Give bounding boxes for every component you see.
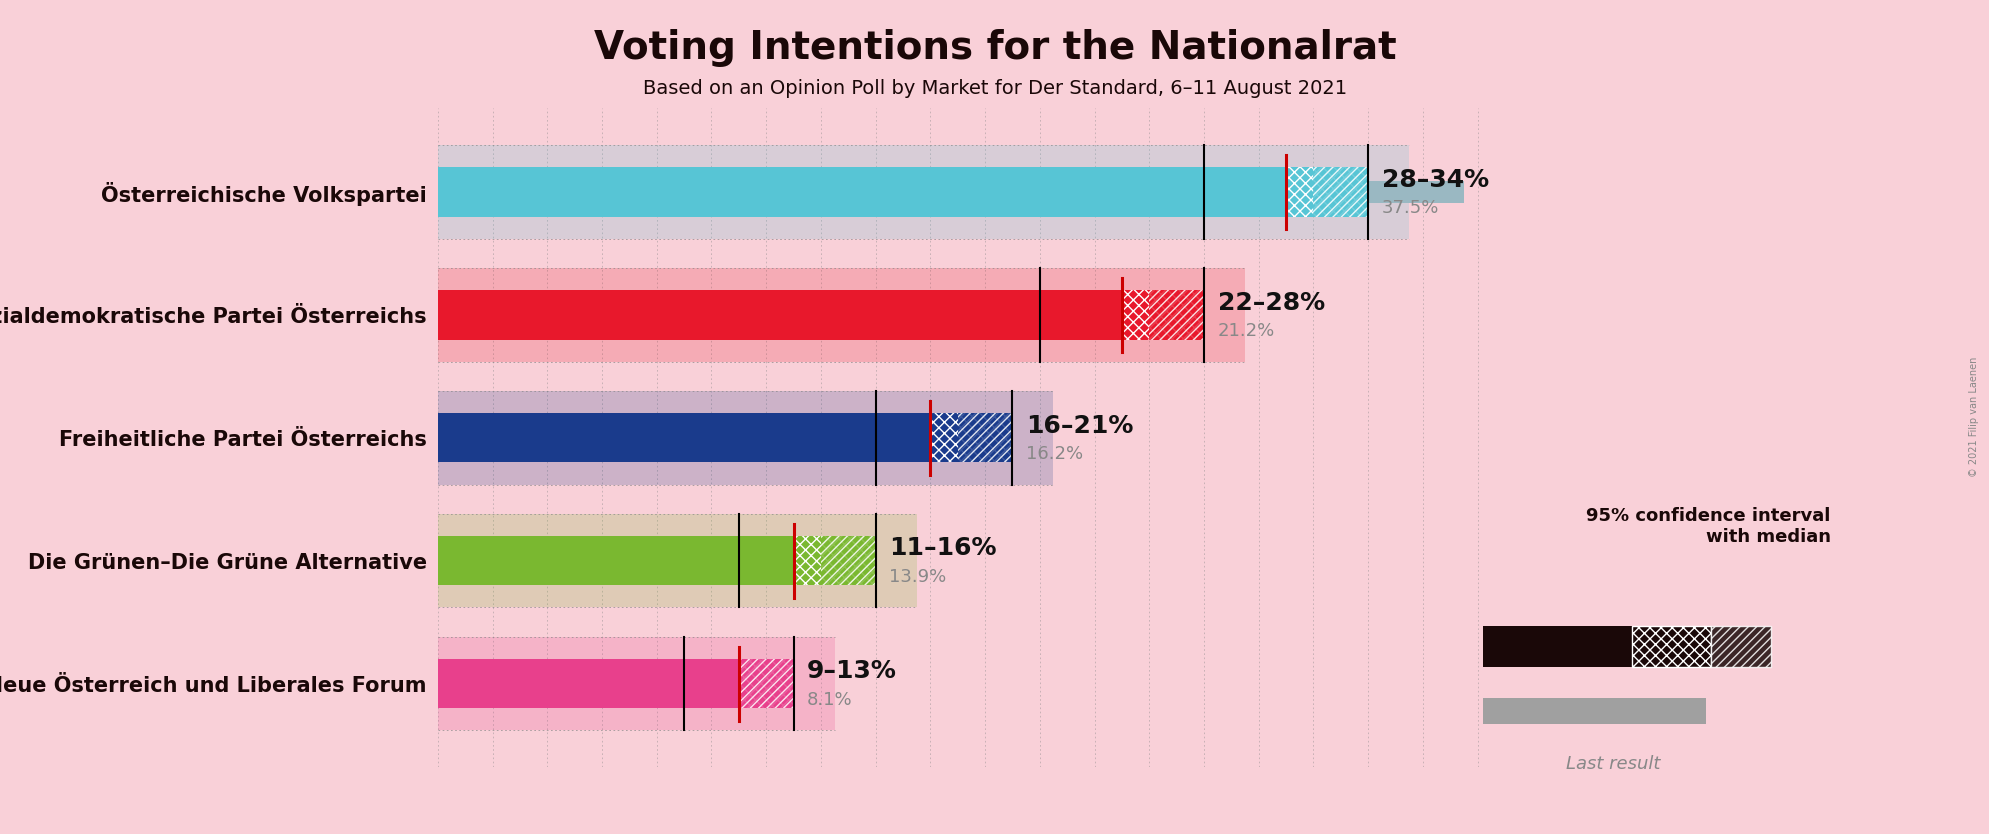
Bar	[438, 269, 1245, 362]
Bar	[438, 637, 833, 731]
Bar	[438, 181, 1464, 203]
Bar	[438, 391, 1052, 485]
Text: © 2021 Filip van Laenen: © 2021 Filip van Laenen	[1967, 357, 1979, 477]
Bar	[1313, 168, 1368, 217]
Text: 13.9%: 13.9%	[889, 568, 947, 585]
Text: 22–28%: 22–28%	[1217, 290, 1325, 314]
Bar	[1711, 626, 1770, 667]
Bar	[438, 290, 1122, 339]
Bar	[957, 414, 1012, 462]
Text: 37.5%: 37.5%	[1380, 199, 1438, 217]
Text: 16.2%: 16.2%	[1026, 445, 1082, 463]
Bar	[738, 659, 794, 708]
Text: Based on an Opinion Poll by Market for Der Standard, 6–11 August 2021: Based on an Opinion Poll by Market for D…	[642, 79, 1347, 98]
Bar	[438, 659, 738, 708]
Bar	[931, 414, 1012, 462]
Bar	[1285, 168, 1368, 217]
Bar	[438, 427, 881, 449]
Bar	[438, 145, 1408, 239]
Bar	[1122, 290, 1203, 339]
Bar	[1150, 290, 1203, 339]
Bar	[438, 168, 1285, 217]
Text: Last result: Last result	[1565, 755, 1659, 773]
Text: 8.1%: 8.1%	[808, 691, 853, 709]
Text: 21.2%: 21.2%	[1217, 322, 1275, 340]
Bar	[794, 536, 875, 585]
Bar	[821, 536, 875, 585]
Text: 28–34%: 28–34%	[1380, 168, 1488, 192]
Bar	[438, 550, 817, 572]
Text: 9–13%: 9–13%	[808, 660, 897, 683]
Bar	[438, 536, 794, 585]
Bar	[438, 673, 658, 695]
Text: Voting Intentions for the Nationalrat: Voting Intentions for the Nationalrat	[593, 29, 1396, 68]
Bar	[438, 304, 1018, 326]
Bar	[1631, 626, 1711, 667]
Text: 11–16%: 11–16%	[889, 536, 996, 560]
Bar	[738, 659, 794, 708]
Text: 16–21%: 16–21%	[1026, 414, 1134, 438]
Bar	[438, 414, 931, 462]
Bar	[1482, 626, 1631, 667]
Bar	[1482, 698, 1705, 724]
Text: 95% confidence interval
with median: 95% confidence interval with median	[1585, 507, 1830, 546]
Bar	[438, 514, 917, 607]
